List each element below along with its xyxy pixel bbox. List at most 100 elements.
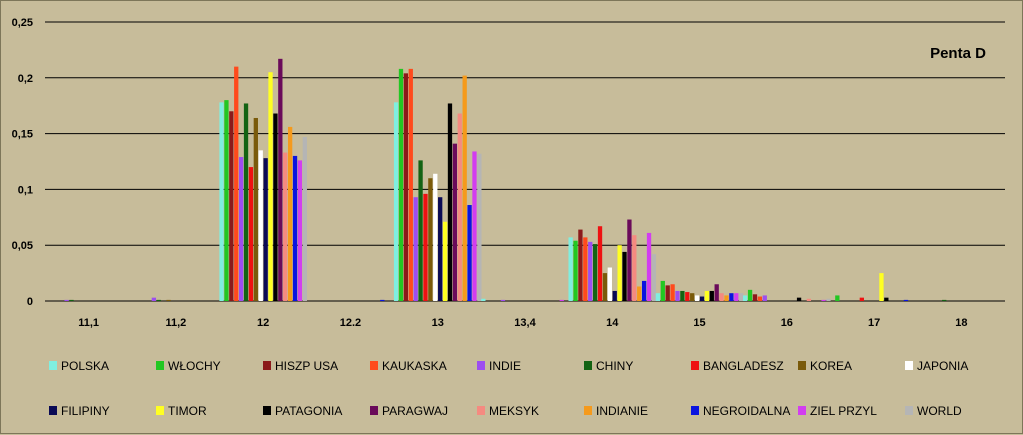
legend-label: MEKSYK — [489, 404, 539, 418]
bar — [457, 113, 462, 302]
bar — [680, 290, 685, 301]
bar — [607, 267, 612, 301]
legend-label: FILIPINY — [61, 404, 110, 418]
bar — [268, 72, 273, 301]
legend-swatch — [798, 361, 806, 370]
legend-label: BANGLADESZ — [703, 359, 784, 373]
bar — [224, 100, 229, 302]
x-tick-label: 12.2 — [340, 317, 361, 329]
bar — [747, 289, 753, 301]
bar — [690, 293, 695, 301]
bar — [859, 297, 864, 301]
legend-label: INDIANIE — [596, 404, 648, 418]
bar — [660, 280, 665, 301]
bar — [752, 294, 758, 301]
x-tick-label: 11,2 — [166, 317, 187, 329]
bar — [670, 284, 675, 301]
bar — [287, 126, 293, 302]
bar — [617, 245, 622, 301]
bar — [248, 167, 254, 301]
bar — [675, 290, 680, 301]
bar — [472, 151, 477, 301]
bar — [273, 113, 278, 302]
bar — [234, 66, 239, 301]
legend-swatch — [584, 406, 592, 415]
bar — [757, 296, 763, 301]
bar — [398, 68, 404, 301]
bar — [884, 297, 889, 301]
bar — [151, 297, 157, 301]
bar — [719, 293, 724, 301]
legend-label: HISZP USA — [275, 359, 338, 373]
x-tick-label: 15 — [693, 317, 705, 329]
bar — [637, 286, 642, 301]
bar — [942, 299, 947, 301]
bar — [467, 205, 472, 301]
x-tick-label: 17 — [868, 317, 880, 329]
bar — [835, 295, 840, 301]
x-tick-label: 18 — [955, 317, 967, 329]
bar — [704, 290, 710, 301]
y-tick-label: 0,25 — [12, 17, 33, 29]
bar — [253, 117, 258, 301]
bar — [806, 298, 812, 301]
bar — [413, 197, 418, 301]
bar — [762, 295, 767, 301]
bar — [694, 295, 700, 301]
bar — [665, 285, 670, 301]
gridlines — [45, 21, 1005, 302]
x-tick-label: 13,4 — [514, 317, 536, 329]
bar — [612, 290, 617, 301]
bar — [821, 299, 826, 301]
legend-label: NEGROIDALNA — [703, 404, 790, 418]
bar — [734, 293, 739, 301]
bar — [655, 293, 661, 301]
bar — [500, 299, 506, 301]
legend-swatch — [49, 361, 57, 370]
bar — [292, 155, 298, 301]
legend-label: ZIEL PRZYL — [810, 404, 877, 418]
bar — [709, 290, 714, 301]
y-tick-label: 0,2 — [18, 73, 33, 85]
bar — [403, 73, 409, 301]
bar — [477, 153, 482, 301]
y-tick-label: 0,15 — [12, 129, 33, 141]
bar — [447, 103, 453, 301]
y-axis: 0 0,05 0,1 0,15 0,2 0,25 — [12, 17, 33, 308]
bar — [578, 229, 583, 301]
bar — [408, 68, 413, 301]
legend-swatch — [691, 406, 699, 415]
bar — [592, 244, 598, 301]
bar — [380, 299, 385, 301]
legend-label: POLSKA — [61, 359, 109, 373]
legend-swatch — [691, 361, 699, 370]
legend-label: PARAGWAJ — [382, 404, 448, 418]
bar — [651, 254, 657, 301]
bar — [583, 237, 588, 301]
legend-label: KOREA — [810, 359, 852, 373]
bar — [278, 58, 283, 301]
bar — [573, 240, 578, 301]
chart-title: Penta D — [930, 45, 986, 62]
bar — [258, 150, 263, 301]
bar — [588, 241, 593, 301]
bar — [243, 103, 249, 301]
x-tick-label: 12 — [257, 317, 269, 329]
bar — [238, 157, 244, 301]
bar — [903, 299, 909, 301]
legend-swatch — [905, 406, 913, 415]
bar — [229, 111, 234, 301]
bar — [423, 193, 428, 301]
legend-swatch — [370, 361, 378, 370]
bar — [641, 280, 647, 301]
bar — [156, 299, 161, 301]
bar — [428, 178, 433, 301]
legend-swatch — [263, 361, 271, 370]
legend-label: WŁOCHY — [168, 359, 221, 373]
legend-label: TIMOR — [168, 404, 207, 418]
x-axis-labels: 11,1 11,2 12 12.2 13 13,4 14 15 16 17 18 — [78, 317, 967, 329]
x-tick-label: 16 — [781, 317, 793, 329]
bar — [297, 160, 303, 301]
legend: POLSKA WŁOCHY HISZP USA KAUKASKA INDIE CHINY B… — [49, 359, 968, 418]
bar — [438, 197, 443, 301]
